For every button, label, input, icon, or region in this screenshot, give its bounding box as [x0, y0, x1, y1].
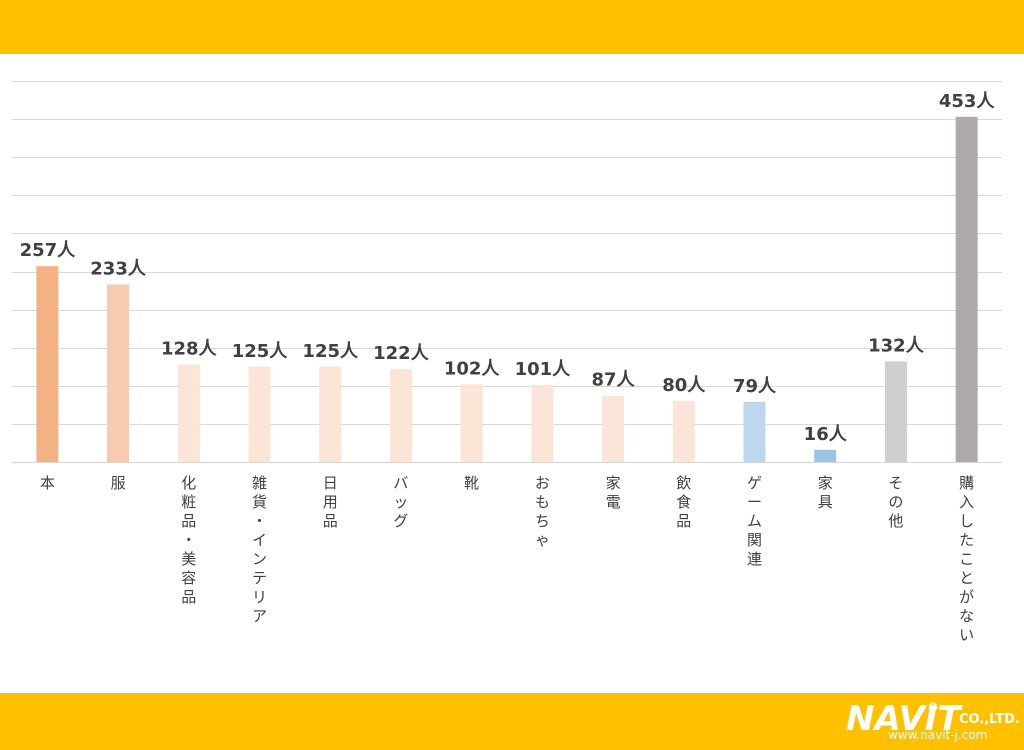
data-label: 453人	[939, 91, 996, 112]
data-label: 102人	[444, 358, 501, 379]
bar-chart: 257人 233人 128人 125人 125人 122人 102人 101人 87人 80人 79…	[12, 81, 1002, 644]
data-label: 125人	[232, 341, 289, 362]
category-label: 服	[111, 474, 126, 492]
bar	[814, 449, 837, 462]
category-label: 日用品	[323, 474, 338, 530]
category-label: 化粧品・美容品	[181, 474, 196, 606]
data-label: 128人	[161, 338, 218, 359]
data-label: 257人	[20, 240, 77, 261]
logo-company-suffix: CO.,LTD.	[959, 712, 1020, 727]
data-label: 80人	[662, 375, 706, 396]
bar	[884, 361, 907, 462]
category-label: 家電	[606, 474, 621, 511]
bar	[389, 369, 412, 462]
bar	[248, 366, 271, 462]
category-label: ゲーム関連	[747, 474, 762, 568]
data-label: 132人	[868, 335, 925, 356]
navit-logo[interactable]: NAVIT CO.,LTD. www.navit-j.com	[846, 699, 1020, 745]
leaf-icon	[928, 702, 938, 710]
data-label: 101人	[515, 359, 572, 380]
category-label: 飲食品	[676, 474, 691, 530]
category-label: 雑貨・インテリア	[252, 474, 267, 625]
bar	[602, 395, 625, 462]
value-labels: 257人 233人 128人 125人 125人 122人 102人 101人 87人 80人 79…	[20, 91, 996, 445]
data-label: 233人	[90, 258, 147, 279]
category-label: おもちゃ	[535, 474, 550, 549]
bar	[107, 284, 130, 462]
logo-url: www.navit-j.com	[888, 728, 988, 742]
bar	[955, 116, 978, 463]
data-label: 125人	[302, 341, 359, 362]
category-label: 本	[40, 474, 55, 492]
data-label: 122人	[373, 343, 430, 364]
logo-wordmark: NAVIT	[846, 699, 961, 739]
category-label: 購入したことがない	[959, 474, 974, 644]
bar	[672, 401, 695, 462]
gridlines	[12, 81, 1002, 464]
data-label: 87人	[592, 370, 636, 391]
bar	[743, 401, 766, 462]
data-label: 16人	[804, 424, 848, 445]
bar	[177, 364, 200, 462]
data-label: 79人	[733, 376, 777, 397]
bar	[36, 266, 59, 462]
category-label: バッグ	[393, 474, 408, 530]
category-label: 家具	[818, 474, 833, 511]
bars	[36, 116, 978, 463]
bar	[319, 366, 342, 462]
category-labels: 本 服 化粧品・美容品 雑貨・インテリア 日用品 バッグ 靴 おもちゃ 家電 飲食品 ゲーム関連 家具…	[40, 474, 974, 644]
bar	[460, 384, 483, 462]
bottom-banner	[0, 693, 1024, 750]
category-label: その他	[888, 474, 903, 530]
bar	[531, 385, 554, 462]
category-label: 靴	[464, 474, 479, 492]
top-banner	[0, 0, 1024, 54]
